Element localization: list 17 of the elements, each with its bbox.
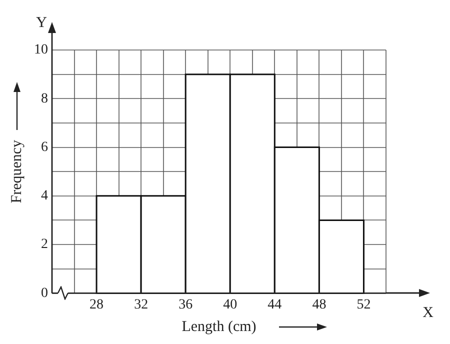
y-tick-label: 6 [41, 140, 48, 155]
x-tick-label: 40 [223, 297, 238, 312]
x-tick-label: 52 [356, 297, 371, 312]
y-tick-label: 8 [41, 91, 48, 106]
x-tick-label: 44 [268, 297, 282, 312]
y-tick-label: 10 [34, 42, 48, 58]
x-tick-label: 32 [134, 297, 148, 312]
y-tick-label: 2 [41, 237, 48, 252]
x-tick-label: 48 [312, 297, 326, 312]
y-axis-title: Frequency [8, 139, 25, 204]
x-axis-title: Length (cm) [182, 318, 256, 335]
y-tick-label: 4 [41, 188, 48, 204]
y-tick-label: 0 [41, 286, 48, 301]
x-tick-label: 28 [90, 297, 104, 312]
text: X [422, 305, 434, 322]
x-tick-label: 36 [178, 297, 193, 312]
text: Y [36, 14, 48, 31]
